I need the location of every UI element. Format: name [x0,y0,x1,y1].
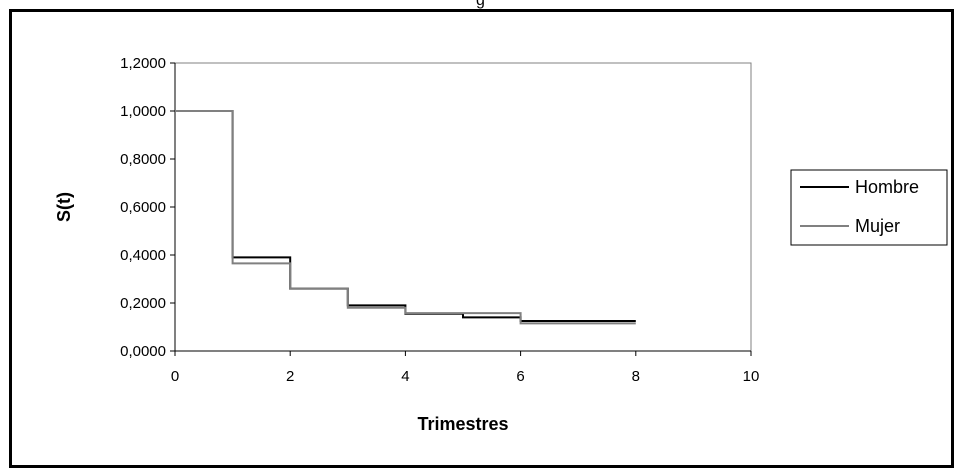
chart-title: g [476,0,485,9]
series-line-mujer [175,110,636,325]
y-axis-title: S(t) [54,192,74,222]
x-tick-label: 0 [171,368,179,385]
legend-box [790,169,948,246]
plot-area [174,62,752,352]
x-tick-label: 2 [286,368,294,385]
x-tick-label: 4 [401,368,409,385]
x-tick-label: 8 [632,368,640,385]
y-tick-label: 0,2000 [120,295,166,312]
legend-label-mujer: Mujer [855,216,900,236]
y-tick-label: 1,0000 [120,103,166,120]
series-lines [175,110,636,325]
legend: Hombre Mujer [790,169,948,246]
chart-frame [9,9,954,468]
legend-label-hombre: Hombre [855,177,919,197]
y-tick-label: 0,8000 [120,151,166,168]
series-line-hombre [175,110,636,322]
ticks: 0,0000 0,2000 0,4000 0,6000 0,8000 1,0000 1,20… [120,55,759,385]
y-tick-label: 0,4000 [120,247,166,264]
y-tick-label: 0,6000 [120,199,166,216]
x-tick-label: 10 [743,368,760,385]
y-tick-label: 1,2000 [120,55,166,72]
x-tick-label: 6 [516,368,524,385]
y-tick-label: 0,0000 [120,343,166,360]
x-axis-title: Trimestres [417,414,508,434]
